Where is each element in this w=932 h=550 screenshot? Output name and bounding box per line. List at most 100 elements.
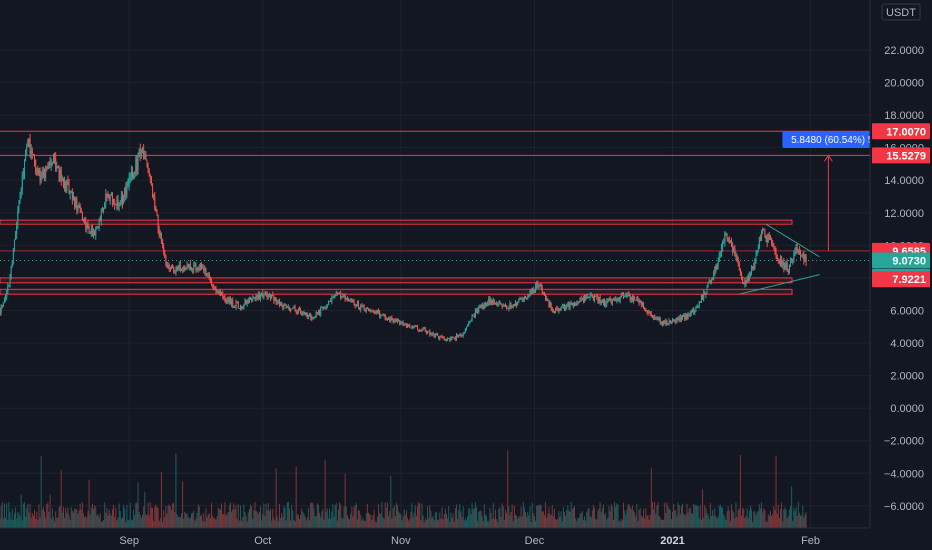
- candle-body: [526, 298, 528, 300]
- candle-body: [767, 234, 769, 243]
- candle-body: [94, 232, 96, 236]
- volume-bar: [263, 503, 265, 528]
- volume-bar: [64, 517, 66, 528]
- y-tick-label: 12.0000: [884, 208, 924, 220]
- arrow-head[interactable]: [823, 154, 833, 162]
- candle-body: [527, 296, 529, 299]
- trendlines[interactable]: [739, 223, 820, 295]
- candle-body: [528, 293, 530, 297]
- volume-bar: [410, 511, 412, 528]
- candle-body: [362, 306, 364, 308]
- volume-bar: [164, 517, 166, 528]
- candle-body: [31, 151, 33, 154]
- trendline[interactable]: [765, 223, 820, 258]
- candle-body: [472, 314, 474, 316]
- x-tick-label: Oct: [254, 535, 271, 547]
- candle-body: [358, 303, 360, 308]
- candle-body: [180, 270, 182, 272]
- candle-body: [655, 318, 657, 320]
- zone-rect[interactable]: [0, 288, 793, 295]
- volume-bar: [40, 455, 42, 528]
- candle-body: [530, 290, 532, 294]
- time-axis[interactable]: Sep Oct Nov Dec 2021 Feb: [0, 527, 932, 550]
- candle-body: [291, 308, 293, 310]
- volume-bar: [660, 519, 662, 528]
- volume-bar: [575, 518, 577, 528]
- volume-bar: [633, 510, 635, 528]
- candle-body: [52, 155, 54, 163]
- candle-body: [761, 231, 763, 239]
- candle-body: [79, 205, 81, 209]
- volume-bar: [640, 515, 642, 528]
- volume-bar: [728, 510, 730, 528]
- volume-bar: [121, 517, 123, 528]
- volume-bar: [424, 518, 426, 528]
- volume-bar: [698, 518, 700, 528]
- candle-body: [777, 259, 779, 261]
- volume-bar: [15, 507, 17, 528]
- candle-body: [439, 336, 441, 340]
- candle-body: [35, 159, 37, 173]
- candle-body: [774, 247, 776, 252]
- candle-body: [75, 198, 77, 207]
- candle-body: [85, 220, 87, 229]
- volume-bar: [405, 510, 407, 528]
- candle-body: [303, 312, 305, 314]
- volume-bar: [221, 503, 223, 528]
- volume-bar: [2, 518, 4, 528]
- candle-body: [482, 304, 484, 309]
- volume-bar: [560, 511, 562, 528]
- candle-body: [8, 285, 10, 287]
- volume-bar: [470, 514, 472, 528]
- horizontal-levels[interactable]: [0, 130, 870, 261]
- volume-bar: [162, 521, 164, 528]
- volume-bar: [330, 518, 332, 528]
- candle-body: [80, 208, 82, 213]
- trendline[interactable]: [739, 274, 820, 295]
- candle-body: [686, 313, 688, 318]
- candle-body: [536, 283, 538, 287]
- volume-bar: [743, 509, 745, 528]
- zone-rectangles[interactable]: [0, 219, 793, 295]
- volume-bar: [283, 506, 285, 528]
- volume-bar: [250, 504, 252, 528]
- volume-bar: [601, 507, 603, 528]
- volume-bar: [29, 504, 31, 528]
- candle-body: [138, 149, 140, 154]
- volume-bar: [304, 516, 306, 528]
- volume-bar: [597, 510, 599, 528]
- volume-bar: [441, 507, 443, 528]
- candle-body: [221, 293, 223, 295]
- candle-body: [304, 312, 306, 315]
- candle-body: [802, 254, 804, 256]
- candle-body: [96, 227, 98, 229]
- volume-bar: [126, 504, 128, 528]
- candle-body: [18, 201, 20, 212]
- candle-body: [608, 298, 610, 300]
- candle-body: [713, 272, 715, 278]
- volume-bar: [143, 506, 145, 528]
- candle-body: [682, 316, 684, 320]
- candle-body: [669, 320, 671, 323]
- candle-body: [803, 254, 805, 261]
- candle-body: [20, 190, 22, 194]
- candle-body: [125, 188, 127, 195]
- volume-bar: [678, 504, 680, 528]
- candle-body: [91, 228, 93, 236]
- candle-body: [12, 251, 14, 263]
- volume-bar: [241, 521, 243, 528]
- volume-bar: [57, 517, 59, 528]
- volume-bar: [277, 521, 279, 528]
- candle-body: [156, 210, 158, 216]
- volume-bar: [784, 507, 786, 528]
- candle-body: [637, 298, 639, 301]
- candle-body: [137, 153, 139, 171]
- candle-body: [133, 174, 135, 178]
- candle-body: [89, 232, 91, 234]
- volume-bar: [98, 517, 100, 528]
- zone-rect[interactable]: [0, 219, 793, 225]
- zone-rect[interactable]: [0, 277, 793, 284]
- candle-body: [501, 304, 503, 307]
- candle-body: [604, 298, 606, 306]
